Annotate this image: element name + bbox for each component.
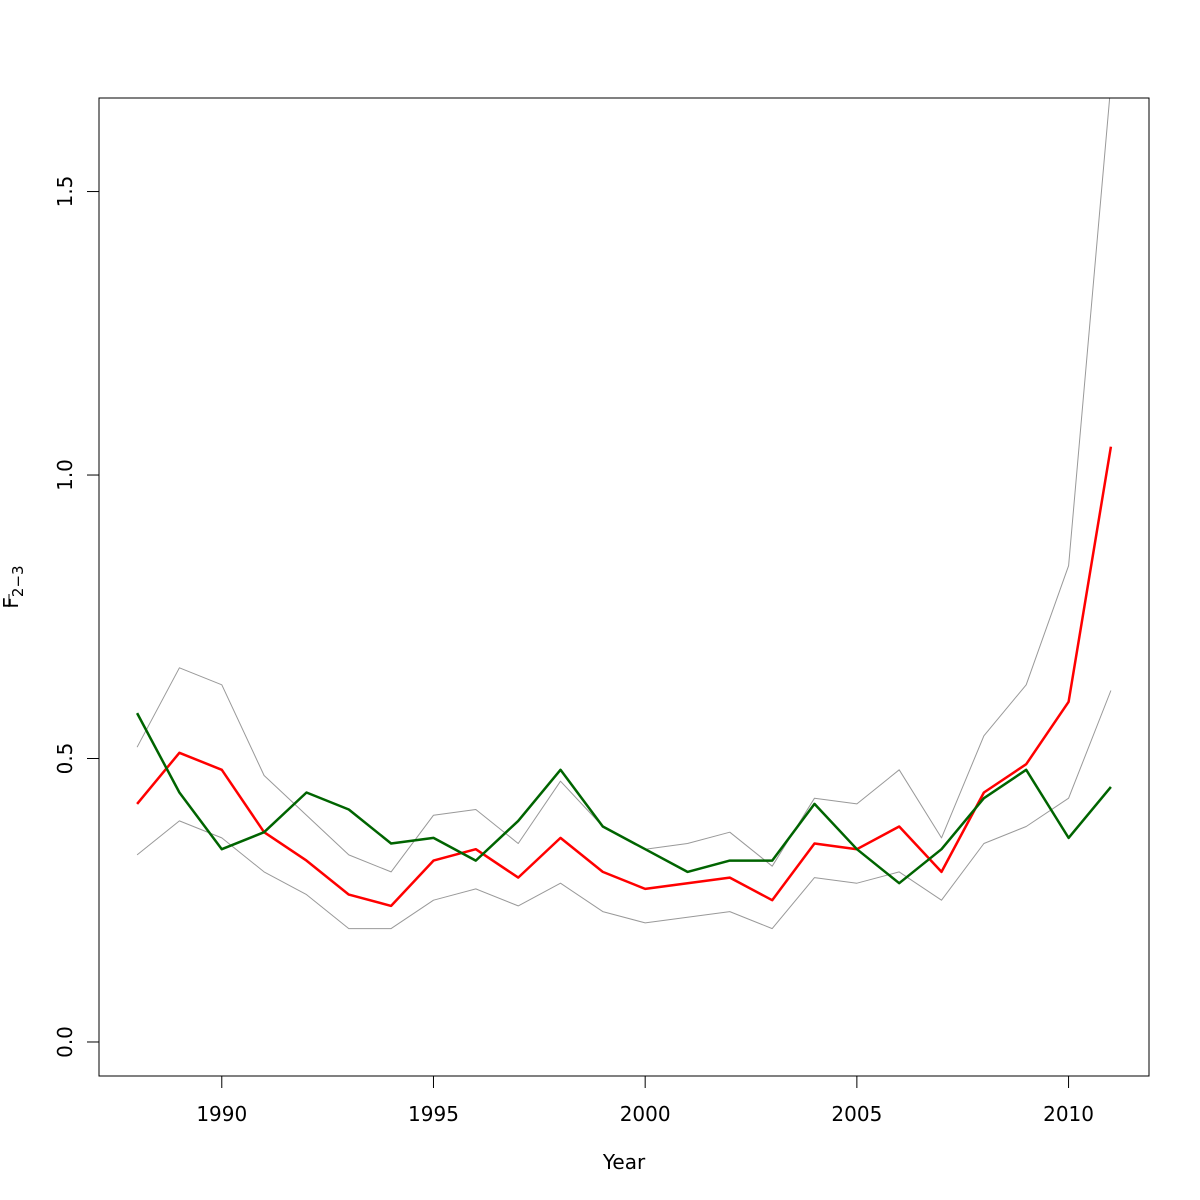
svg-text:F2−3: F2−3 bbox=[0, 565, 27, 608]
y-axis-title-main: F bbox=[0, 597, 23, 609]
series-line-3 bbox=[136, 446, 1113, 908]
y-tick-label-1: 0.5 bbox=[53, 743, 77, 775]
x-tick-label-2000: 2000 bbox=[620, 1102, 671, 1126]
x-tick-label-2010: 2010 bbox=[1043, 1102, 1094, 1126]
x-tick-label-2005: 2005 bbox=[831, 1102, 882, 1126]
series-line-2 bbox=[136, 690, 1112, 930]
y-tick-label-0: 0.0 bbox=[53, 1026, 77, 1058]
x-axis: 1990 1995 2000 2005 2010 bbox=[196, 1076, 1094, 1126]
x-tick-label-1990: 1990 bbox=[196, 1102, 247, 1126]
x-tick-label-1995: 1995 bbox=[408, 1102, 459, 1126]
x-axis-title: Year bbox=[602, 1150, 646, 1174]
series-line-4 bbox=[135, 712, 1112, 885]
y-tick-label-2: 1.0 bbox=[53, 459, 77, 491]
y-axis-title-subscript: 2−3 bbox=[9, 565, 27, 597]
y-axis-title: F2−3 bbox=[0, 565, 27, 608]
y-tick-label-3: 1.5 bbox=[53, 176, 77, 208]
series-line-1 bbox=[136, 98, 1111, 873]
plot-frame bbox=[98, 97, 1150, 1077]
y-axis: 0.0 0.5 1.0 1.5 bbox=[53, 176, 99, 1058]
series-layer bbox=[135, 98, 1113, 930]
